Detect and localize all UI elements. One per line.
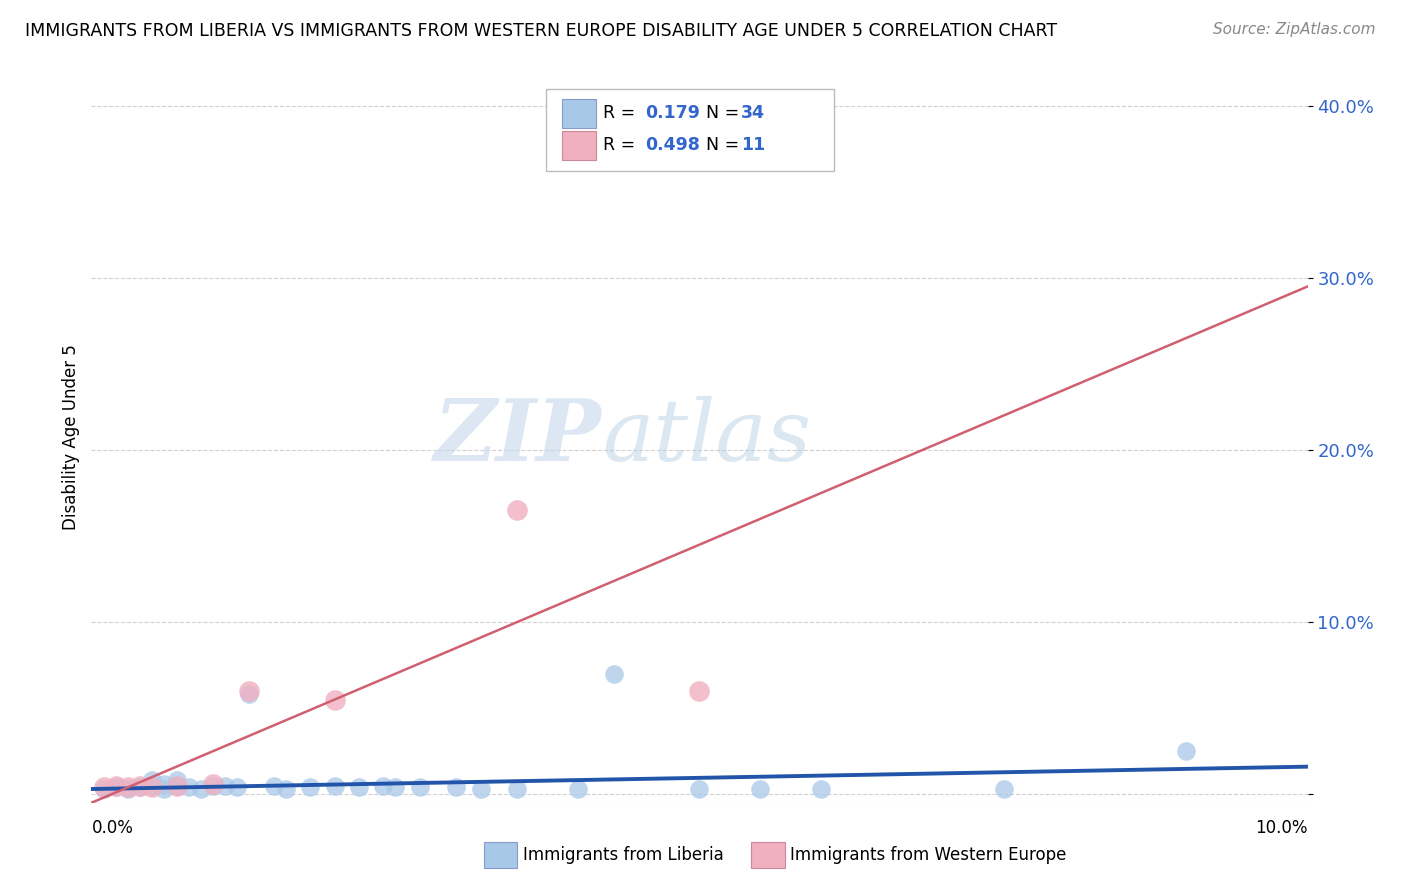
Point bbox=[190, 782, 212, 797]
Point bbox=[166, 779, 188, 793]
Point bbox=[104, 780, 127, 795]
Text: R =: R = bbox=[603, 104, 641, 122]
Text: 10.0%: 10.0% bbox=[1256, 819, 1308, 837]
Point bbox=[567, 782, 589, 797]
Point bbox=[444, 780, 467, 795]
Point bbox=[214, 779, 236, 793]
Text: R =: R = bbox=[603, 136, 641, 154]
Text: N =: N = bbox=[695, 104, 744, 122]
Point bbox=[202, 777, 225, 791]
Point bbox=[153, 777, 176, 791]
Point bbox=[749, 782, 772, 797]
Point bbox=[373, 779, 395, 793]
Point bbox=[141, 780, 163, 795]
Point bbox=[810, 782, 832, 797]
Point bbox=[384, 780, 406, 795]
Text: Source: ZipAtlas.com: Source: ZipAtlas.com bbox=[1212, 22, 1375, 37]
Text: 11: 11 bbox=[741, 136, 765, 154]
Point bbox=[993, 782, 1015, 797]
Point bbox=[238, 684, 260, 698]
Point bbox=[323, 779, 346, 793]
Point bbox=[238, 687, 260, 701]
Text: Immigrants from Liberia: Immigrants from Liberia bbox=[523, 846, 724, 863]
Point bbox=[409, 780, 432, 795]
Point bbox=[166, 779, 188, 793]
Point bbox=[323, 692, 346, 706]
Point bbox=[202, 779, 225, 793]
Point bbox=[299, 780, 322, 795]
Point bbox=[166, 773, 188, 788]
Point bbox=[347, 780, 370, 795]
Text: ZIP: ZIP bbox=[434, 395, 602, 479]
Point bbox=[153, 782, 176, 797]
Point bbox=[117, 782, 139, 797]
Point bbox=[688, 782, 710, 797]
Text: 0.498: 0.498 bbox=[645, 136, 700, 154]
Point bbox=[141, 773, 163, 788]
Y-axis label: Disability Age Under 5: Disability Age Under 5 bbox=[62, 344, 80, 530]
Point bbox=[177, 780, 200, 795]
Point bbox=[506, 503, 529, 517]
Text: 0.0%: 0.0% bbox=[91, 819, 134, 837]
Point bbox=[141, 779, 163, 793]
Point bbox=[506, 782, 529, 797]
Point bbox=[1174, 744, 1197, 758]
Text: Immigrants from Western Europe: Immigrants from Western Europe bbox=[790, 846, 1067, 863]
Point bbox=[274, 782, 297, 797]
Point bbox=[226, 780, 249, 795]
Text: N =: N = bbox=[695, 136, 744, 154]
Point bbox=[93, 780, 115, 795]
Point bbox=[603, 666, 626, 681]
Point bbox=[104, 779, 127, 793]
Text: IMMIGRANTS FROM LIBERIA VS IMMIGRANTS FROM WESTERN EUROPE DISABILITY AGE UNDER 5: IMMIGRANTS FROM LIBERIA VS IMMIGRANTS FR… bbox=[25, 22, 1057, 40]
Text: 34: 34 bbox=[741, 104, 765, 122]
Point bbox=[93, 782, 115, 797]
Text: atlas: atlas bbox=[602, 396, 811, 478]
Point bbox=[263, 779, 285, 793]
Point bbox=[470, 782, 492, 797]
Point bbox=[117, 780, 139, 795]
Point bbox=[129, 780, 152, 795]
Text: 0.179: 0.179 bbox=[645, 104, 700, 122]
Point bbox=[129, 779, 152, 793]
Point bbox=[688, 684, 710, 698]
